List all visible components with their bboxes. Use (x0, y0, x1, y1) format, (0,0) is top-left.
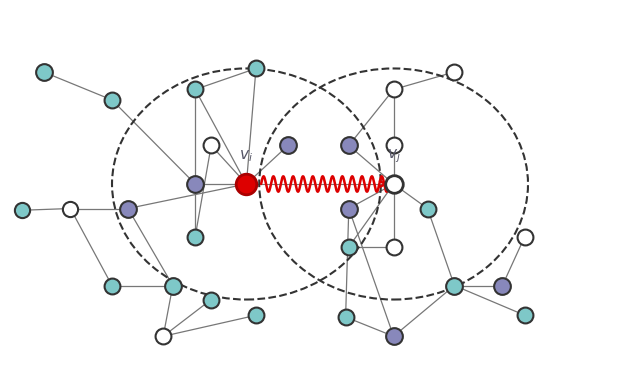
Point (422, 205, 433, 212)
Point (107, 97, 117, 103)
Point (168, 282, 178, 289)
Point (340, 314, 351, 320)
Point (251, 65, 261, 72)
Point (38, 69, 49, 75)
Point (449, 69, 460, 75)
Point (520, 233, 530, 240)
Point (107, 282, 117, 289)
Point (241, 181, 252, 187)
Point (344, 142, 354, 149)
Text: $v_j$: $v_j$ (387, 147, 401, 165)
Point (17, 207, 28, 213)
Point (388, 86, 399, 93)
Point (123, 205, 133, 212)
Point (206, 142, 216, 149)
Point (344, 205, 354, 212)
Point (190, 86, 200, 93)
Point (497, 282, 508, 289)
Point (449, 282, 460, 289)
Point (520, 312, 530, 318)
Text: $v_i$: $v_i$ (239, 148, 253, 164)
Point (251, 312, 261, 318)
Point (206, 296, 216, 303)
Point (388, 181, 399, 187)
Point (388, 142, 399, 149)
Point (388, 244, 399, 250)
Point (388, 333, 399, 339)
Point (190, 181, 200, 187)
Point (158, 333, 168, 339)
Point (190, 233, 200, 240)
Point (283, 142, 293, 149)
Point (344, 244, 354, 250)
Point (65, 205, 76, 212)
